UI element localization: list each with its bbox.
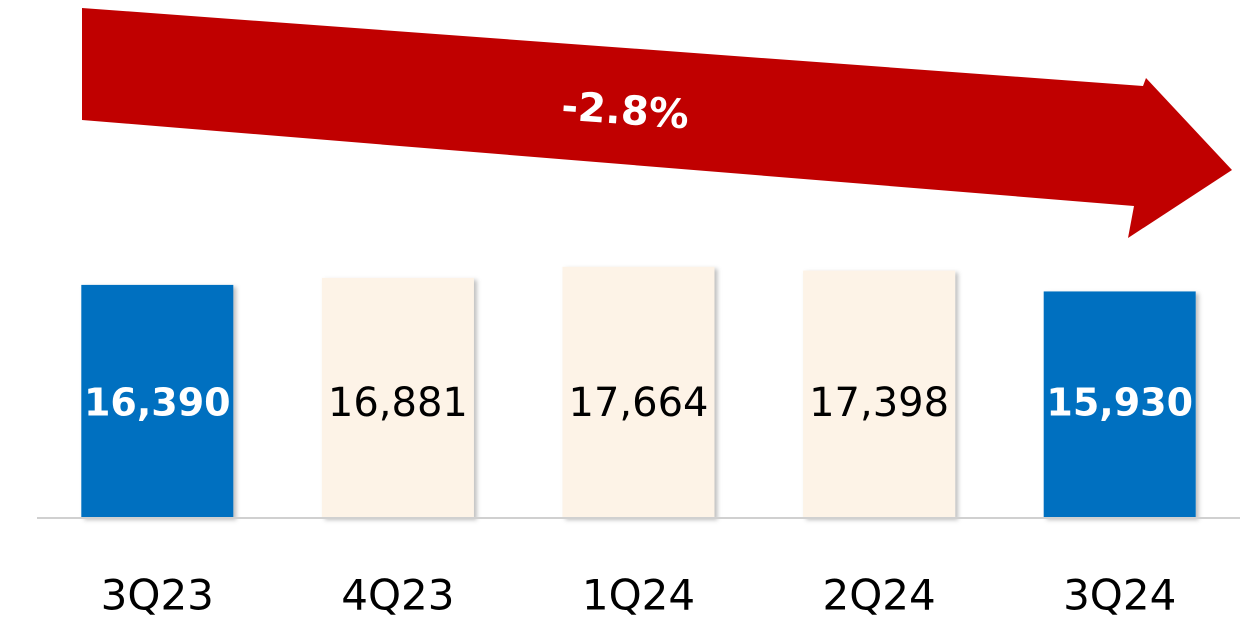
value-label: 16,881: [328, 380, 468, 426]
value-label: 16,390: [84, 381, 231, 425]
x-tick-label: 2Q24: [822, 571, 935, 620]
bar: [803, 270, 956, 518]
x-tick-label: 1Q24: [582, 571, 695, 620]
bar: [1043, 291, 1196, 518]
bar: [321, 277, 474, 518]
value-label: 17,664: [569, 380, 709, 426]
x-tick-label: 3Q24: [1063, 571, 1176, 620]
trend-annotation: -2.8%: [560, 84, 690, 139]
bar: [81, 284, 234, 518]
value-label: 17,398: [809, 380, 949, 426]
x-tick-label: 4Q23: [341, 571, 454, 620]
trend-arrow: [82, 8, 1232, 238]
bar: [562, 266, 715, 518]
value-label: 15,930: [1046, 381, 1193, 425]
x-tick-label: 3Q23: [101, 571, 214, 620]
